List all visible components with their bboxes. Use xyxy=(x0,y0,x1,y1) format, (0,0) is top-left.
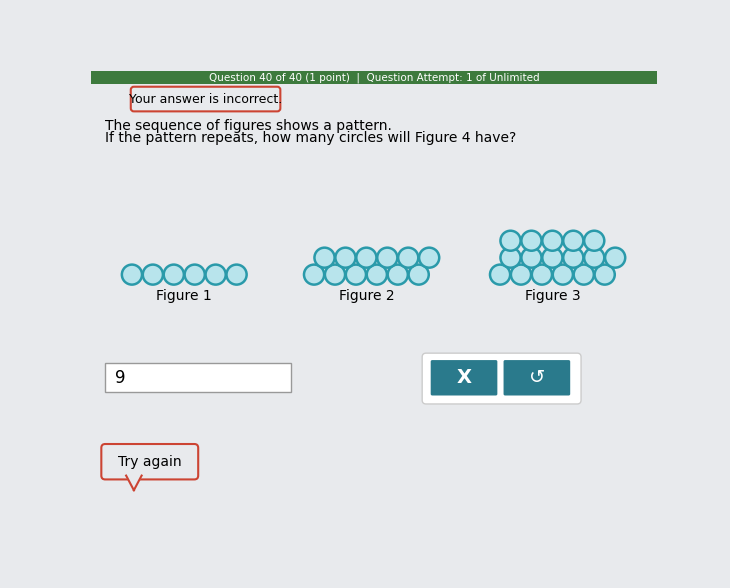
Circle shape xyxy=(501,248,520,268)
FancyBboxPatch shape xyxy=(105,363,291,392)
Circle shape xyxy=(605,248,625,268)
Text: The sequence of figures shows a pattern.: The sequence of figures shows a pattern. xyxy=(105,119,392,133)
Circle shape xyxy=(335,248,356,268)
Polygon shape xyxy=(126,476,142,490)
Circle shape xyxy=(521,248,542,268)
FancyBboxPatch shape xyxy=(131,86,280,111)
Text: Question 40 of 40 (1 point)  |  Question Attempt: 1 of Unlimited: Question 40 of 40 (1 point) | Question A… xyxy=(209,72,539,83)
Circle shape xyxy=(206,265,226,285)
Circle shape xyxy=(366,265,387,285)
FancyBboxPatch shape xyxy=(431,360,497,396)
Circle shape xyxy=(388,265,408,285)
Circle shape xyxy=(346,265,366,285)
Circle shape xyxy=(185,265,205,285)
Circle shape xyxy=(304,265,324,285)
Circle shape xyxy=(356,248,377,268)
Text: Figure 3: Figure 3 xyxy=(525,289,580,303)
Circle shape xyxy=(325,265,345,285)
Circle shape xyxy=(584,248,604,268)
Text: Try again: Try again xyxy=(118,455,181,469)
FancyBboxPatch shape xyxy=(422,353,581,404)
Circle shape xyxy=(377,248,397,268)
Text: Your answer is incorrect.: Your answer is incorrect. xyxy=(129,92,283,106)
Circle shape xyxy=(521,230,542,250)
Circle shape xyxy=(490,265,510,285)
Text: Figure 2: Figure 2 xyxy=(339,289,394,303)
Text: 9: 9 xyxy=(115,369,125,387)
FancyBboxPatch shape xyxy=(91,71,657,85)
Circle shape xyxy=(542,248,562,268)
FancyBboxPatch shape xyxy=(101,444,199,479)
Circle shape xyxy=(595,265,615,285)
Text: If the pattern repeats, how many circles will Figure 4 have?: If the pattern repeats, how many circles… xyxy=(105,131,516,145)
FancyBboxPatch shape xyxy=(504,360,570,396)
Circle shape xyxy=(226,265,247,285)
Circle shape xyxy=(398,248,418,268)
Circle shape xyxy=(501,230,520,250)
Circle shape xyxy=(315,248,334,268)
Circle shape xyxy=(584,230,604,250)
Circle shape xyxy=(164,265,184,285)
Text: X: X xyxy=(456,368,472,387)
Circle shape xyxy=(409,265,429,285)
Circle shape xyxy=(564,248,583,268)
Text: Figure 1: Figure 1 xyxy=(156,289,212,303)
Circle shape xyxy=(564,230,583,250)
Circle shape xyxy=(553,265,573,285)
Circle shape xyxy=(511,265,531,285)
Circle shape xyxy=(542,230,562,250)
Circle shape xyxy=(419,248,439,268)
Circle shape xyxy=(532,265,552,285)
Circle shape xyxy=(122,265,142,285)
Text: ↺: ↺ xyxy=(529,368,545,387)
Circle shape xyxy=(143,265,163,285)
Circle shape xyxy=(574,265,593,285)
